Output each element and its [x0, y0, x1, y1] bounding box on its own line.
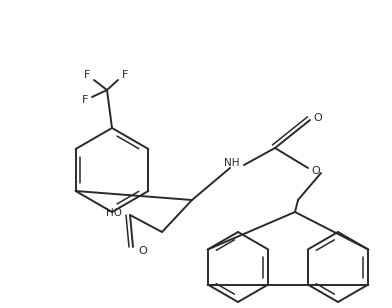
Text: O: O — [314, 113, 322, 123]
Text: NH: NH — [224, 158, 240, 168]
Text: F: F — [82, 95, 88, 105]
Text: F: F — [122, 70, 128, 80]
Text: O: O — [312, 166, 320, 176]
Text: O: O — [139, 246, 147, 256]
Text: HO: HO — [106, 208, 122, 218]
Text: F: F — [84, 70, 90, 80]
